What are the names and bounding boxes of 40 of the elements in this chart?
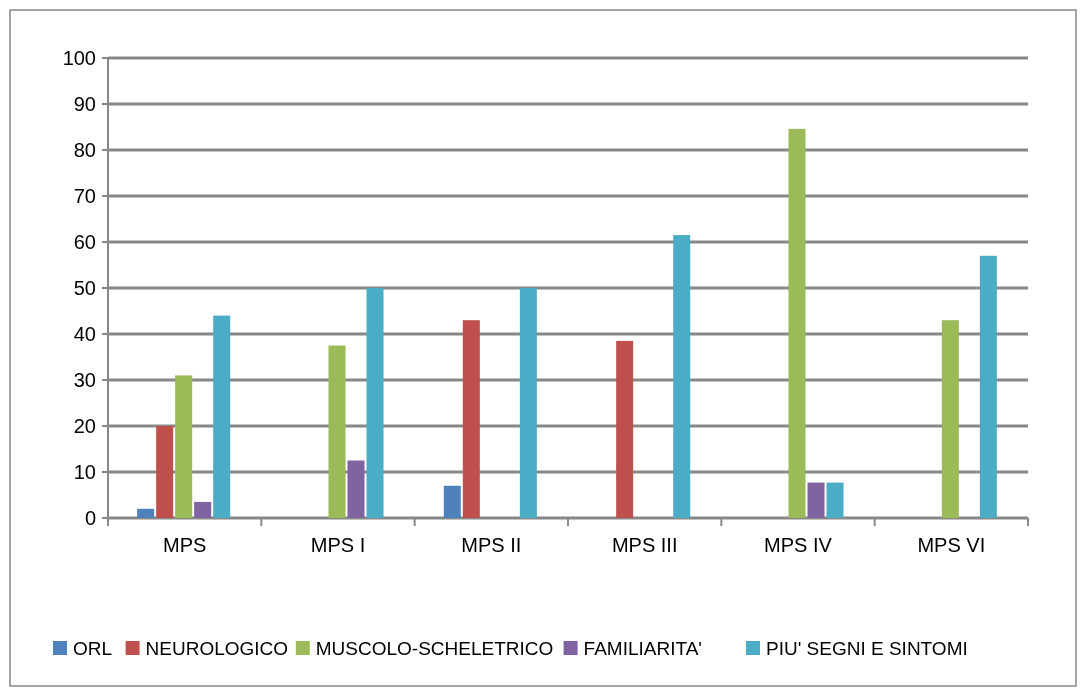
y-tick-label: 80	[73, 139, 96, 161]
bar	[941, 320, 959, 518]
x-tick-label: MPS	[162, 534, 207, 556]
bar	[137, 508, 155, 518]
legend-label: PIU' SEGNI E SINTOMI	[766, 637, 968, 659]
bar	[616, 340, 634, 518]
bar	[673, 235, 691, 518]
x-tick-label: MPS VI	[917, 534, 986, 556]
bar	[213, 315, 231, 518]
x-tick-label: MPS II	[461, 534, 522, 556]
bar	[519, 288, 537, 518]
x-tick-label: MPS IV	[764, 534, 833, 556]
legend-label: NEUROLOGICO	[145, 637, 289, 659]
y-tick-label: 70	[73, 185, 96, 207]
y-tick-label: 90	[73, 93, 96, 115]
bar	[328, 345, 346, 518]
bar	[347, 460, 365, 518]
legend-label: ORL	[73, 637, 113, 659]
bar	[443, 485, 461, 518]
x-tick-label: MPS III	[611, 534, 678, 556]
y-tick-label: 40	[73, 323, 96, 345]
y-tick-label: 60	[73, 231, 96, 253]
y-tick-label: 100	[62, 47, 96, 69]
legend-label: FAMILIARITA'	[583, 637, 702, 659]
bar	[807, 482, 825, 518]
y-tick-label: 0	[84, 507, 96, 529]
legend-label: MUSCOLO-SCHELETRICO	[315, 637, 554, 659]
x-tick-label: MPS I	[310, 534, 366, 556]
bar	[175, 375, 193, 518]
bar	[826, 482, 844, 518]
bar	[788, 128, 806, 518]
y-tick-label: 20	[73, 415, 96, 437]
bar	[366, 288, 384, 518]
bar	[156, 426, 174, 518]
y-tick-label: 50	[73, 277, 96, 299]
y-tick-label: 30	[73, 369, 96, 391]
y-tick-label: 10	[73, 461, 96, 483]
bar	[194, 501, 212, 518]
bar	[979, 255, 997, 518]
bar	[462, 320, 480, 518]
